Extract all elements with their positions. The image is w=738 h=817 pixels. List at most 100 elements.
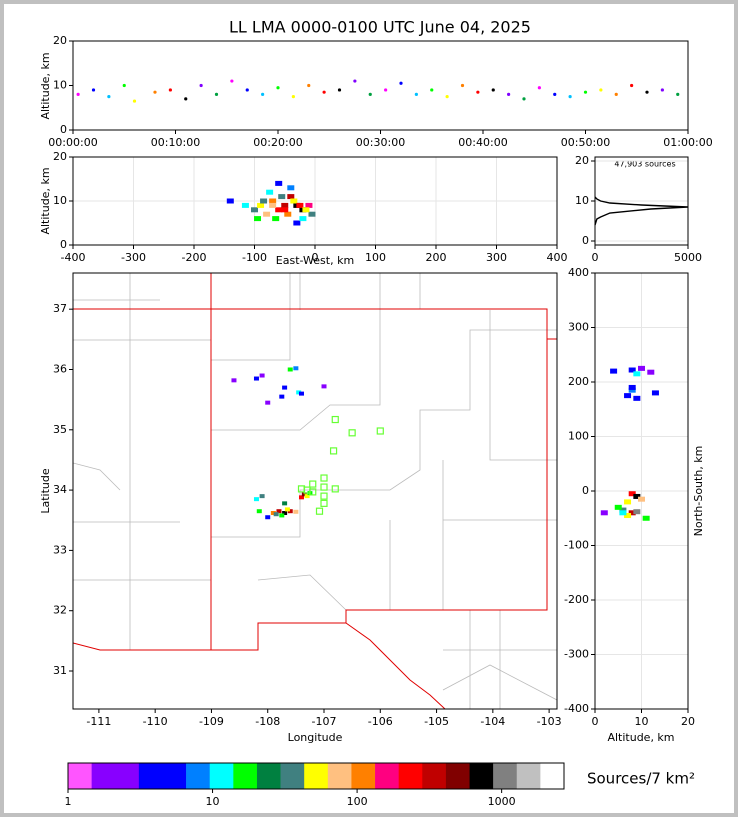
station (320, 492, 328, 500)
axes-frame (72, 156, 558, 246)
x-tick-label: 00:10:00 (151, 136, 200, 149)
density-cell (296, 390, 302, 395)
x-tick-label: -200 (182, 251, 207, 264)
x-axis-label: East-West, km (276, 254, 354, 267)
source-point (583, 90, 588, 94)
y-tick-label: 0 (60, 123, 67, 136)
y-tick-label: 32 (53, 604, 67, 617)
density-cell (254, 216, 262, 222)
colorbar-swatch (351, 763, 376, 789)
source-point (660, 88, 664, 92)
density-cell (290, 198, 298, 204)
density-cell (308, 211, 316, 217)
axes-frame (594, 272, 689, 710)
source-point (368, 92, 372, 96)
axes-frame (594, 156, 689, 246)
density-cell (624, 393, 632, 399)
colorbar-swatch (115, 763, 140, 789)
density-cell (260, 198, 268, 204)
x-tick-label: 400 (547, 251, 568, 264)
colorbar-swatch (256, 763, 281, 789)
source-point (491, 88, 495, 92)
source-point (337, 88, 342, 92)
y-tick-label: 20 (53, 34, 67, 47)
density-cell (257, 202, 265, 208)
y-tick-label: 31 (53, 664, 67, 677)
density-cell (638, 496, 645, 502)
source-point (132, 99, 137, 103)
density-cell (265, 400, 271, 405)
x-tick-label: 00:20:00 (253, 136, 302, 149)
x-tick-label: -103 (537, 715, 562, 728)
y-tick-label: -300 (564, 648, 589, 661)
x-tick-label: 100 (365, 251, 386, 264)
density-cell (628, 387, 636, 393)
density-cell (282, 501, 288, 506)
source-point (214, 92, 219, 96)
colorbar-swatch (68, 763, 92, 789)
density-cell (610, 368, 618, 374)
density-cell (287, 194, 295, 200)
source-point (184, 97, 188, 101)
density-cell (251, 207, 258, 213)
density-cell (284, 211, 292, 217)
density-cell (241, 202, 249, 208)
source-point (153, 90, 157, 94)
density-cell (647, 369, 655, 375)
y-tick-label: 10 (53, 79, 67, 92)
density-cell (253, 497, 259, 502)
density-cell (628, 367, 636, 373)
station (348, 429, 356, 437)
colorbar-swatch (91, 763, 116, 789)
density-cell (282, 385, 288, 390)
source-point (245, 88, 249, 92)
source-point (676, 92, 680, 96)
colorbar-swatch (304, 763, 329, 789)
axes-frame (67, 762, 565, 790)
x-tick-label: -100 (242, 251, 267, 264)
y-tick-label: -200 (564, 593, 589, 606)
x-tick-label: 00:50:00 (561, 136, 610, 149)
density-cell (299, 216, 307, 222)
source-point (91, 88, 96, 92)
density-cell (633, 371, 641, 377)
x-tick-label: -105 (424, 715, 449, 728)
x-axis-label: Longitude (288, 731, 343, 744)
density-cell (275, 207, 283, 213)
source-point (414, 92, 418, 96)
x-tick-label: 20 (681, 715, 695, 728)
density-cell (624, 499, 632, 505)
source-point (599, 88, 603, 92)
density-cell (281, 202, 289, 208)
density-cell (296, 202, 304, 208)
x-tick-label: -108 (255, 715, 280, 728)
source-point (522, 97, 526, 101)
x-tick-label: 00:40:00 (458, 136, 507, 149)
y-tick-label: 300 (568, 321, 589, 334)
colorbar-swatch (327, 763, 352, 789)
x-tick-label: -300 (121, 251, 146, 264)
y-axis-label: Altitude, km (39, 167, 52, 234)
density-cell (231, 378, 237, 383)
source-point (553, 92, 557, 96)
y-tick-label: 10 (53, 194, 67, 207)
source-point (122, 83, 126, 88)
source-point (614, 92, 618, 96)
y-tick-label: -100 (564, 539, 589, 552)
axes-frame (72, 40, 689, 131)
density-cell (269, 202, 277, 208)
density-cell (278, 194, 286, 200)
colorbar-swatch (493, 763, 518, 789)
density-cell (614, 504, 622, 510)
y-tick-label: 0 (582, 234, 589, 247)
density-cell (304, 494, 310, 499)
y-tick-label: 35 (53, 423, 67, 436)
source-point (261, 92, 265, 96)
axes-frame (72, 272, 558, 710)
source-point (460, 83, 465, 88)
colorbar-swatch (186, 763, 211, 789)
density-cell (259, 373, 265, 378)
density-cell (619, 507, 627, 513)
colorbar-swatch (469, 763, 494, 789)
x-tick-label: 1 (65, 795, 72, 808)
